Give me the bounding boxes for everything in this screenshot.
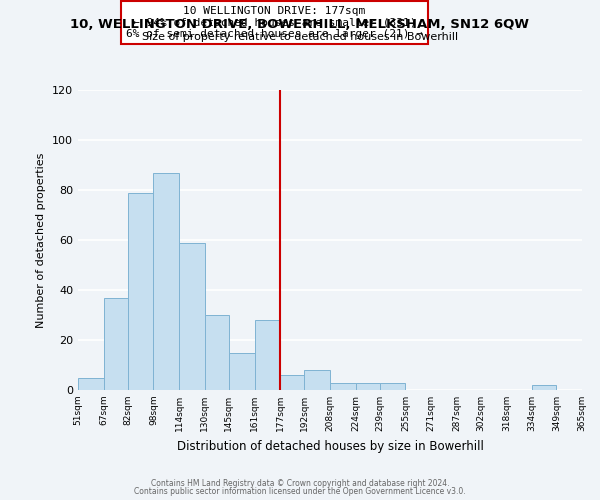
Y-axis label: Number of detached properties: Number of detached properties (37, 152, 46, 328)
Text: 10, WELLINGTON DRIVE, BOWERHILL, MELKSHAM, SN12 6QW: 10, WELLINGTON DRIVE, BOWERHILL, MELKSHA… (71, 18, 530, 30)
Bar (154, 172, 179, 390)
Bar (254, 320, 280, 390)
Bar (104, 298, 128, 390)
Bar (229, 352, 254, 390)
Bar (179, 242, 205, 390)
Bar (380, 382, 406, 390)
Bar (532, 385, 556, 390)
Bar (205, 315, 229, 390)
Text: Size of property relative to detached houses in Bowerhill: Size of property relative to detached ho… (142, 32, 458, 42)
Text: Contains public sector information licensed under the Open Government Licence v3: Contains public sector information licen… (134, 487, 466, 496)
Bar (128, 192, 154, 390)
X-axis label: Distribution of detached houses by size in Bowerhill: Distribution of detached houses by size … (176, 440, 484, 452)
Bar (304, 370, 330, 390)
Bar (280, 375, 304, 390)
Text: 10 WELLINGTON DRIVE: 177sqm
← 94% of detached houses are smaller (331)
6% of sem: 10 WELLINGTON DRIVE: 177sqm ← 94% of det… (126, 6, 423, 39)
Bar (330, 382, 356, 390)
Bar (356, 382, 380, 390)
Bar (582, 388, 600, 390)
Bar (78, 378, 104, 390)
Text: Contains HM Land Registry data © Crown copyright and database right 2024.: Contains HM Land Registry data © Crown c… (151, 478, 449, 488)
